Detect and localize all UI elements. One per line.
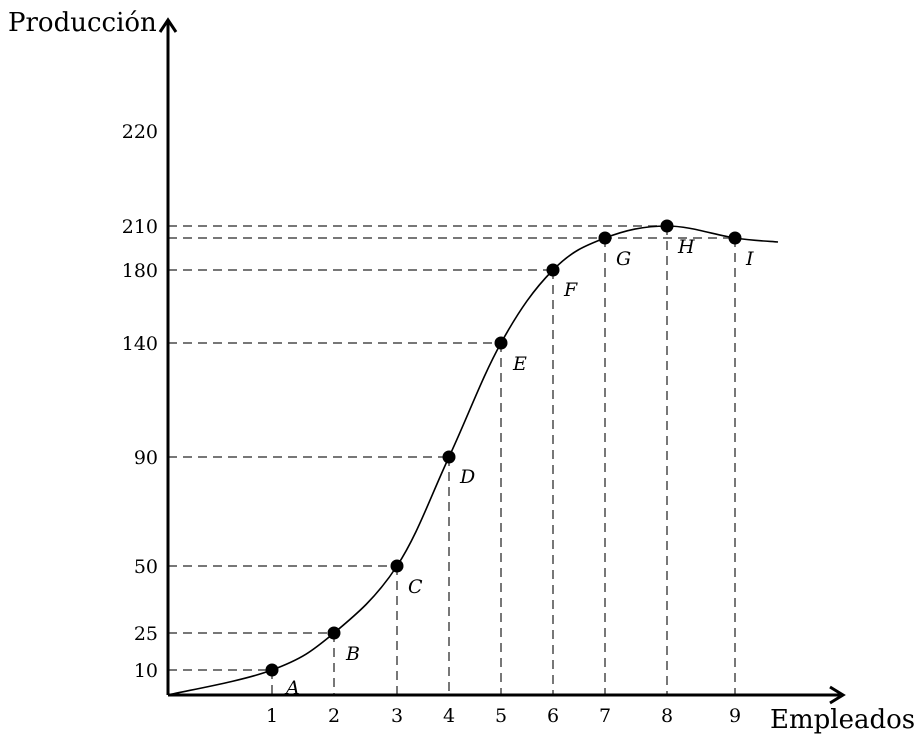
- x-axis-arrow-icon: [829, 685, 846, 705]
- point-label-B: B: [345, 643, 360, 665]
- data-point-I: [728, 231, 742, 245]
- tick-labels: 10 25 50 90 140 180 210 220 1 2 3 4 5 6 7 8 9: [122, 121, 741, 727]
- point-label-G: G: [616, 248, 631, 270]
- y-tick-label-140: 140: [122, 333, 158, 355]
- x-tick-label-5: 5: [495, 705, 507, 727]
- y-tick-label-50: 50: [134, 556, 158, 578]
- data-point-D: [442, 450, 456, 464]
- y-axis-arrow-icon: [158, 17, 178, 33]
- y-tick-label-90: 90: [134, 447, 158, 469]
- y-tick-label-210: 210: [122, 216, 158, 238]
- point-label-F: F: [563, 279, 578, 301]
- x-tick-label-9: 9: [729, 705, 741, 727]
- y-tick-label-220: 220: [122, 121, 158, 143]
- dashed-guides: [168, 225, 736, 695]
- data-point-B: [327, 626, 341, 640]
- x-tick-label-6: 6: [547, 705, 559, 727]
- point-label-C: C: [408, 576, 423, 598]
- axes: [158, 17, 846, 705]
- point-label-D: D: [459, 466, 475, 488]
- data-point-H: [660, 219, 674, 233]
- point-label-E: E: [512, 353, 527, 375]
- y-tick-label-10: 10: [134, 660, 158, 682]
- x-tick-label-3: 3: [391, 705, 403, 727]
- y-axis-title: Producción: [8, 8, 157, 38]
- y-tick-label-25: 25: [134, 623, 158, 645]
- x-tick-label-1: 1: [266, 705, 278, 727]
- data-point-F: [546, 263, 560, 277]
- production-curve-layer: [167, 225, 779, 696]
- data-point-A: [265, 663, 279, 677]
- point-label-H: H: [677, 236, 695, 258]
- production-curve: [167, 225, 779, 696]
- data-point-G: [598, 231, 612, 245]
- data-point-C: [390, 559, 404, 573]
- x-tick-label-7: 7: [599, 705, 611, 727]
- x-tick-label-4: 4: [443, 705, 455, 727]
- data-point-E: [494, 336, 508, 350]
- point-label-A: A: [284, 677, 300, 699]
- y-tick-label-180: 180: [122, 260, 158, 282]
- point-label-I: I: [745, 248, 754, 270]
- data-points: A B C D E F G H I: [265, 219, 754, 699]
- x-tick-label-2: 2: [328, 705, 340, 727]
- x-axis-title: Empleados: [770, 705, 915, 735]
- x-tick-label-8: 8: [661, 705, 673, 727]
